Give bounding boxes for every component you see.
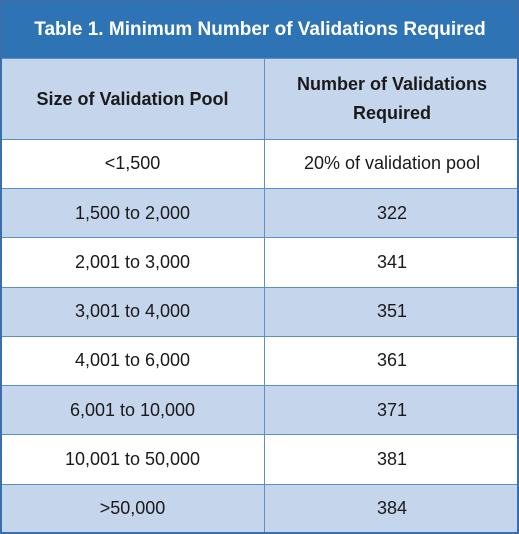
table-row: 10,001 to 50,000 381 — [0, 434, 519, 485]
table-row: >50,000 384 — [0, 483, 519, 534]
cell-pool-size: 4,001 to 6,000 — [0, 335, 265, 387]
cell-pool-size: 2,001 to 3,000 — [0, 237, 265, 288]
cell-pool-size: 10,001 to 50,000 — [0, 434, 265, 485]
cell-pool-size: <1,500 — [0, 138, 265, 190]
cell-validations-required: 371 — [264, 385, 519, 436]
table-title-row: Table 1. Minimum Number of Validations R… — [0, 0, 519, 60]
table-row: 6,001 to 10,000 371 — [0, 385, 519, 436]
cell-validations-required: 381 — [264, 434, 519, 485]
cell-validations-required: 20% of validation pool — [264, 138, 519, 190]
table-row: 2,001 to 3,000 341 — [0, 237, 519, 288]
cell-pool-size: 6,001 to 10,000 — [0, 385, 265, 436]
cell-validations-required: 341 — [264, 237, 519, 288]
cell-pool-size: 1,500 to 2,000 — [0, 188, 265, 239]
cell-pool-size: 3,001 to 4,000 — [0, 286, 265, 337]
table-header-row: Size of Validation Pool Number of Valida… — [0, 58, 519, 140]
table-row: 1,500 to 2,000 322 — [0, 188, 519, 239]
cell-validations-required: 361 — [264, 335, 519, 387]
column-header-validations-required: Number of Validations Required — [264, 58, 519, 140]
table-row: 4,001 to 6,000 361 — [0, 335, 519, 387]
column-header-pool-size: Size of Validation Pool — [0, 58, 265, 140]
cell-pool-size: >50,000 — [0, 483, 265, 534]
table-row: 3,001 to 4,000 351 — [0, 286, 519, 337]
cell-validations-required: 384 — [264, 483, 519, 534]
cell-validations-required: 322 — [264, 188, 519, 239]
table-title: Table 1. Minimum Number of Validations R… — [0, 0, 519, 60]
cell-validations-required: 351 — [264, 286, 519, 337]
table-row: <1,500 20% of validation pool — [0, 138, 519, 190]
